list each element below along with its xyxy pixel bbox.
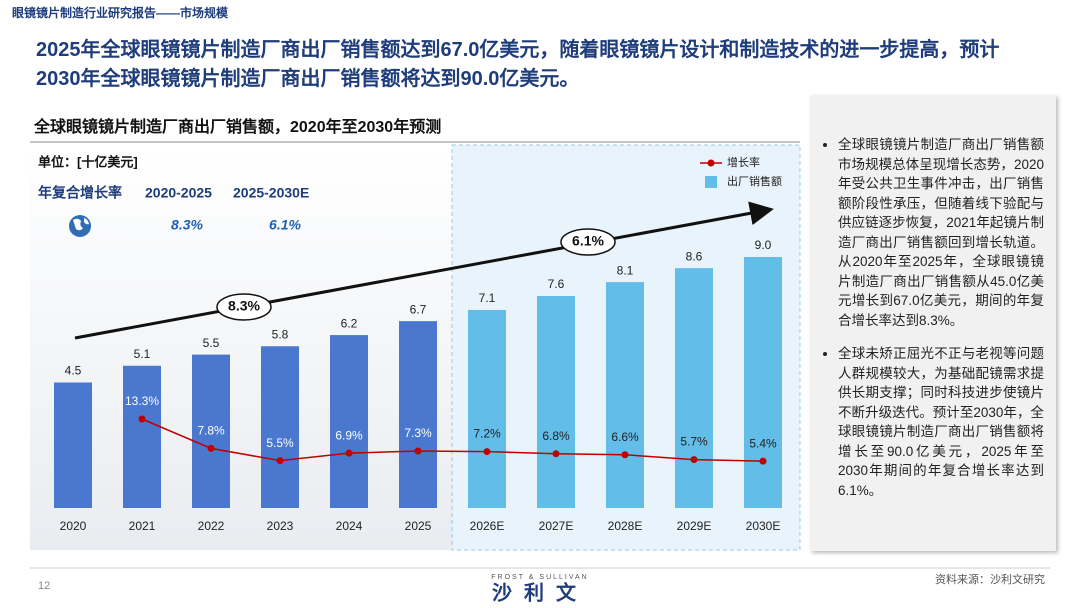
cagr-period: 2025-2030E: [233, 185, 309, 201]
rate-point: [414, 447, 422, 455]
bar-label: 5.8: [272, 327, 289, 341]
headline: 2025年全球眼镜镜片制造厂商出厂销售额达到67.0亿美元，随着眼镜镜片设计和制…: [36, 36, 999, 94]
note: 全球未矫正屈光不正与老视等问题人群规模较大，为基础配镜需求提供长期支撑；同时科技…: [838, 344, 1044, 500]
x-tick-label: 2022: [198, 519, 225, 533]
x-tick-label: 2028E: [608, 519, 643, 533]
bar: [54, 382, 92, 508]
cagr-value: 6.1%: [269, 217, 301, 233]
bar: [675, 268, 713, 508]
bar: [399, 321, 437, 508]
rate-line: [141, 418, 764, 462]
rate-label: 6.9%: [335, 428, 363, 442]
logo-en: FROST & SULLIVAN: [491, 574, 588, 581]
trend-arrow: [74, 201, 774, 340]
bar: [537, 296, 575, 508]
legend-label: 增长率: [727, 155, 760, 169]
bar-label: 5.1: [134, 347, 151, 361]
rate-label: 6.6%: [611, 430, 639, 444]
logo: 沙利文: [492, 580, 588, 604]
cagr-bubble: [216, 293, 272, 321]
rate-point: [345, 449, 353, 457]
cagr-title: 年复合增长率: [38, 185, 122, 201]
bar-label: 7.6: [548, 277, 565, 291]
x-tick-label: 2024: [336, 519, 363, 533]
rate-label: 6.8%: [542, 429, 570, 443]
x-tick-label: 2029E: [677, 519, 712, 533]
bar: [744, 257, 782, 508]
rate-label: 7.8%: [197, 424, 225, 438]
rate-point: [483, 448, 491, 456]
bar-label: 8.1: [617, 263, 634, 277]
bar-label: 8.6: [686, 249, 703, 263]
chart-title: 全球眼镜镜片制造厂商出厂销售额，2020年至2030年预测: [33, 117, 441, 136]
x-tick-label: 2025: [405, 519, 432, 533]
rate-label: 7.2%: [473, 427, 501, 441]
headline-line: 2025年全球眼镜镜片制造厂商出厂销售额达到67.0亿美元，随着眼镜镜片设计和制…: [36, 39, 1000, 61]
cagr-bubble: [560, 228, 616, 256]
bar: [468, 309, 506, 508]
bar-label: 9.0: [755, 238, 772, 252]
bar-label: 5.5: [203, 336, 220, 350]
note: 全球眼镜镜片制造厂商出厂销售额市场规模总体呈现增长态势，2020年受公共卫生事件…: [838, 135, 1044, 330]
rate-label: 7.3%: [404, 426, 432, 440]
notes-panel: 全球眼镜镜片制造厂商出厂销售额市场规模总体呈现增长态势，2020年受公共卫生事件…: [810, 95, 1056, 551]
bar: [330, 335, 368, 508]
x-tick-label: 2026E: [470, 519, 505, 533]
bar-label: 6.7: [410, 302, 427, 316]
x-tick-label: 2030E: [746, 519, 781, 533]
rate-point: [759, 457, 767, 465]
history-bg: [30, 145, 452, 550]
cagr-period: 2020-2025: [145, 185, 212, 201]
legend-dot: [707, 159, 715, 167]
rate-point: [552, 450, 560, 458]
bar-label: 6.2: [341, 316, 358, 330]
legend-swatch: [705, 176, 717, 188]
rate-label: 5.7%: [680, 435, 708, 449]
notes: 全球眼镜镜片制造厂商出厂销售额市场规模总体呈现增长态势，2020年受公共卫生事件…: [810, 95, 1056, 500]
x-tick-label: 2020: [60, 519, 87, 533]
bar: [606, 282, 644, 508]
cagr-bubble-label: 8.3%: [228, 298, 260, 314]
x-tick-label: 2023: [267, 519, 294, 533]
bar: [192, 354, 230, 508]
cagr-bubble-label: 6.1%: [572, 233, 604, 249]
page-number: 12: [38, 580, 50, 592]
source: 资料来源：沙利文研究: [935, 572, 1045, 586]
globe-icon: [69, 215, 91, 237]
header: 眼镜镜片制造行业研究报告——市场规模: [12, 6, 229, 20]
bar: [261, 346, 299, 508]
rate-label: 5.4%: [749, 436, 777, 450]
bar: [123, 365, 161, 508]
rate-point: [138, 415, 146, 423]
rate-point: [207, 444, 215, 452]
rate-label: 13.3%: [125, 394, 159, 408]
bar-label: 7.1: [479, 291, 496, 305]
legend-label: 出厂销售额: [727, 174, 782, 188]
rate-point: [276, 457, 284, 465]
x-tick-label: 2027E: [539, 519, 574, 533]
rate-point: [690, 456, 698, 464]
rate-point: [621, 451, 629, 459]
x-tick-label: 2021: [129, 519, 156, 533]
headline-line: 2030年全球眼镜镜片制造厂商出厂销售额将达到90.0亿美元。: [36, 68, 580, 90]
bar-label: 4.5: [65, 364, 82, 378]
cagr-value: 8.3%: [171, 217, 203, 233]
rate-label: 5.5%: [266, 436, 294, 450]
unit: 单位：[十亿美元]: [38, 154, 138, 169]
